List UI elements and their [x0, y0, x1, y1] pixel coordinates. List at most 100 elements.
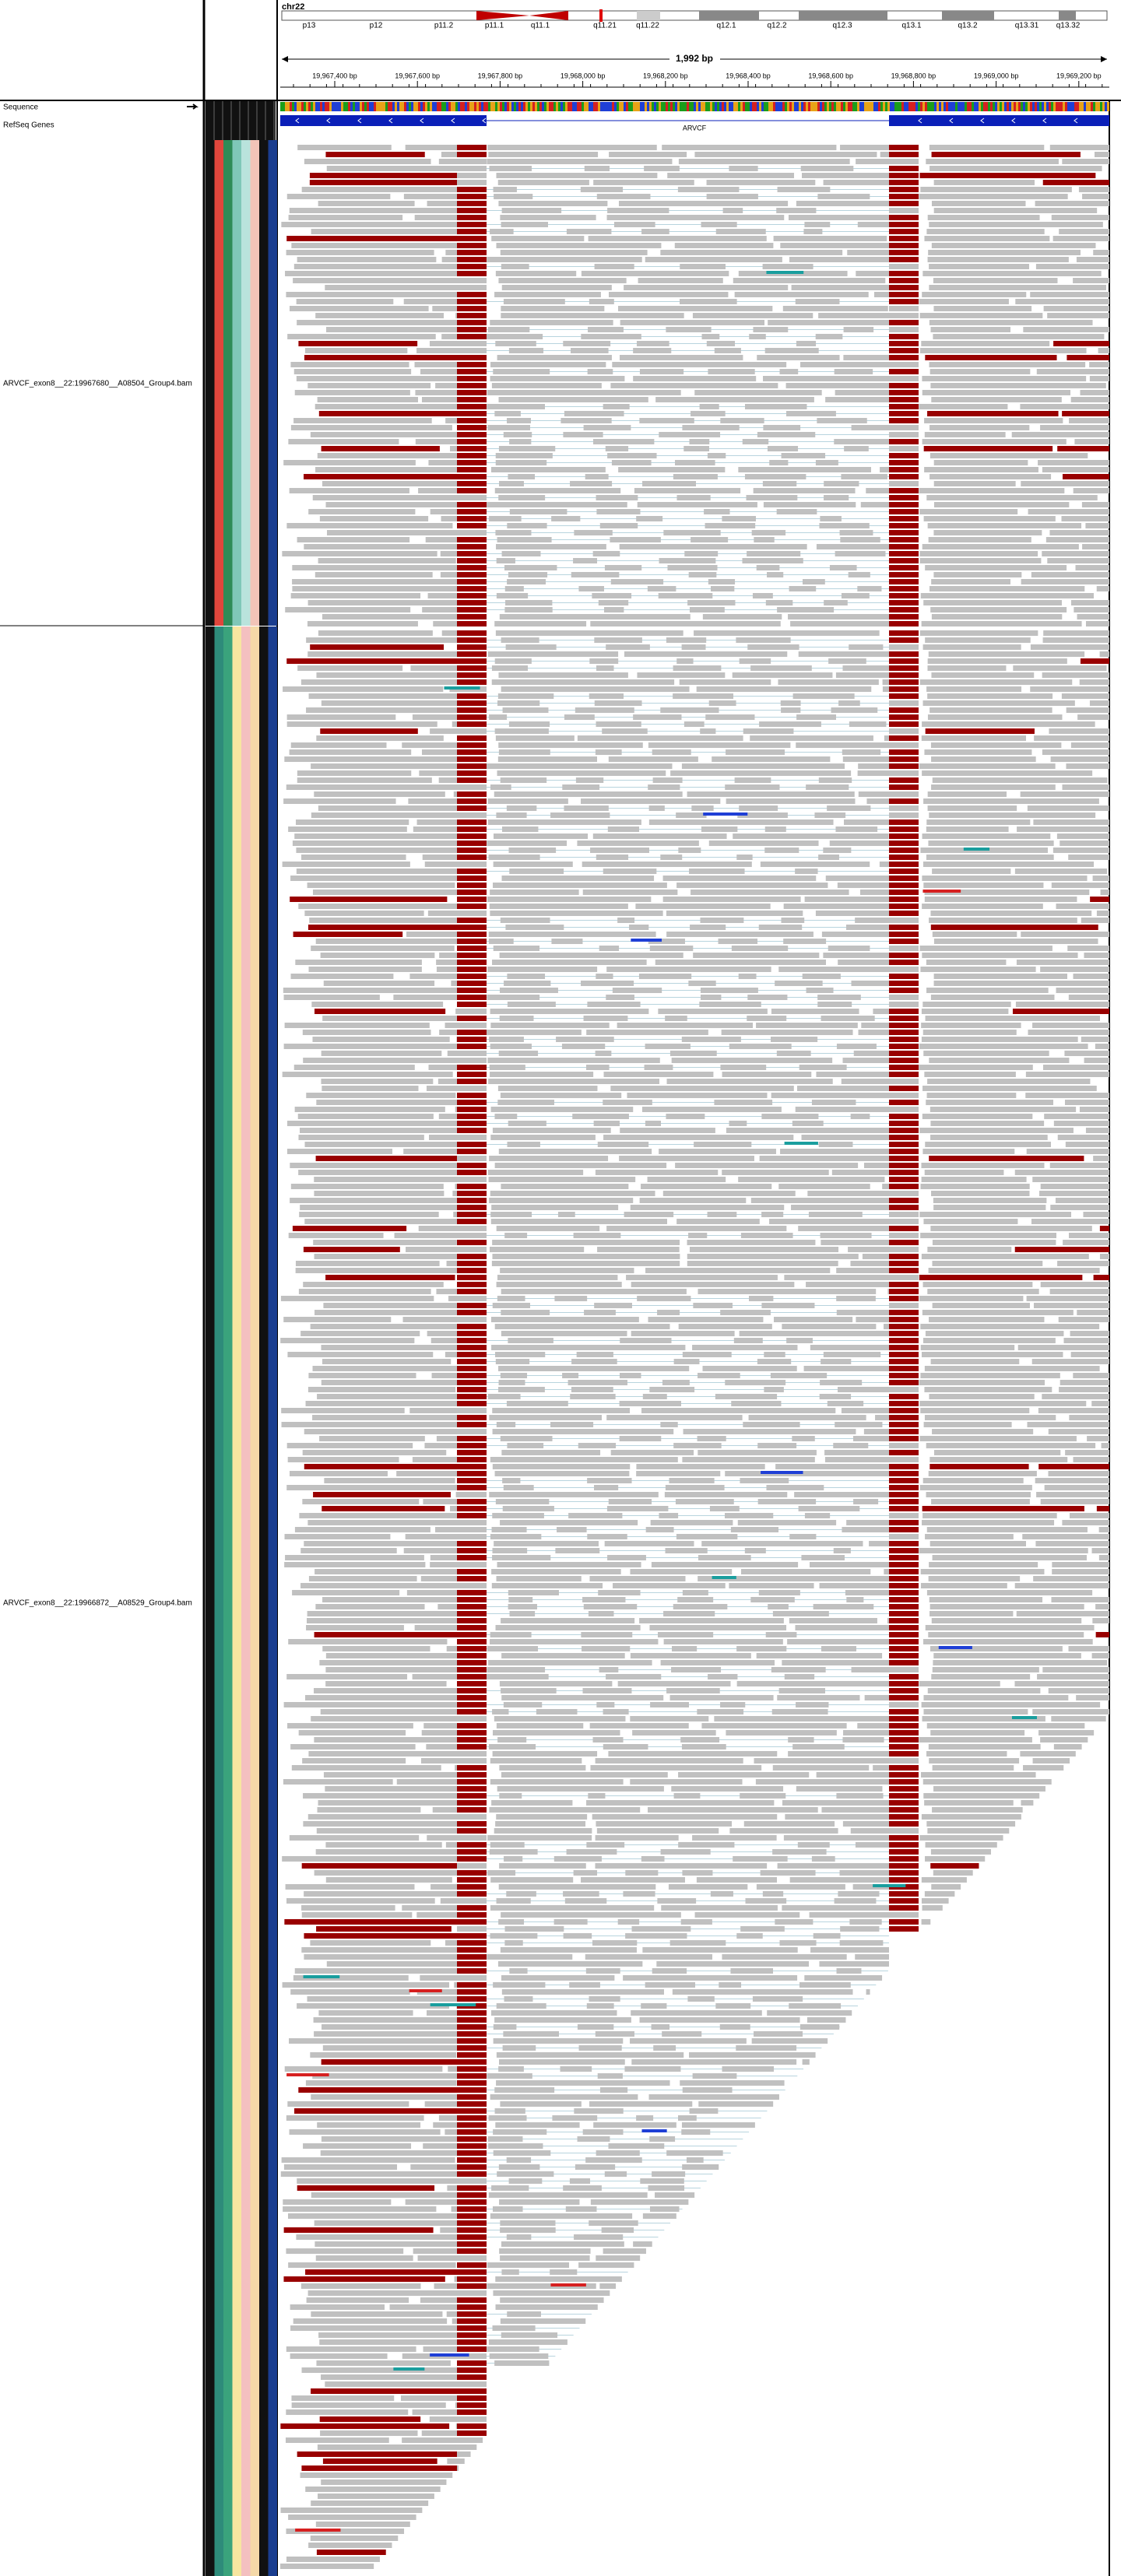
read: [495, 453, 553, 458]
read: [1035, 1541, 1109, 1546]
mismatch-block: [457, 334, 487, 339]
cytoband: [1059, 11, 1076, 20]
track-name[interactable]: RefSeq Genes: [3, 121, 54, 130]
read: [778, 1688, 825, 1693]
sequence-base: [696, 102, 698, 111]
read: [423, 2346, 457, 2352]
splice-junction: [487, 787, 889, 788]
read: [633, 714, 682, 720]
read: [457, 2381, 487, 2387]
read: [922, 904, 1043, 909]
read: [307, 925, 457, 930]
read: [681, 763, 845, 769]
gene-strand: [918, 118, 922, 124]
read: [1052, 1569, 1109, 1574]
read: [595, 1170, 719, 1175]
mismatch-block: [457, 651, 487, 657]
sequence-base: [455, 102, 458, 111]
read: [500, 1436, 553, 1441]
read: [659, 558, 716, 563]
sequence-base: [612, 102, 614, 111]
read: [834, 439, 889, 444]
read: [422, 855, 457, 860]
sequence-base: [460, 102, 462, 111]
sequence-base: [437, 102, 439, 111]
track-name[interactable]: ARVCF_exon8__22:19966872__A08529_Group4.…: [3, 1599, 192, 1608]
read: [457, 1058, 487, 1063]
read: [288, 1233, 384, 1238]
read: [889, 1912, 919, 1918]
read: [804, 1513, 831, 1518]
read: [919, 313, 1043, 318]
read: [925, 1534, 1014, 1539]
read: [323, 1303, 457, 1308]
mismatch-block: [889, 453, 919, 458]
read: [447, 1051, 457, 1056]
read: [596, 509, 641, 514]
read: [663, 530, 721, 535]
read: [304, 1464, 457, 1469]
read: [490, 1457, 678, 1462]
sequence-base: [315, 102, 318, 111]
read: [632, 1730, 716, 1735]
read: [652, 777, 683, 783]
mismatch-block: [457, 355, 487, 360]
mismatch-block: [457, 1401, 487, 1406]
mismatch-block: [457, 1282, 487, 1287]
mismatch-block: [457, 1884, 487, 1890]
mismatch-block: [457, 1450, 487, 1455]
sequence-base: [1004, 102, 1007, 111]
read: [457, 1758, 487, 1764]
read: [488, 932, 656, 937]
sequence-base: [890, 102, 892, 111]
read: [310, 1940, 431, 1946]
sequence-base: [334, 102, 336, 111]
read: [297, 777, 432, 783]
read: [488, 855, 540, 860]
read: [648, 819, 834, 825]
read: [589, 693, 624, 699]
sequence-base: [292, 102, 294, 111]
read: [608, 1751, 778, 1757]
sequence-base: [892, 102, 894, 111]
mismatch-block: [457, 1856, 487, 1862]
mismatch-block: [457, 1989, 487, 1995]
sequence-base: [418, 102, 420, 111]
read: [457, 1086, 487, 1091]
read: [673, 693, 734, 699]
splice-junction: [487, 871, 889, 872]
read: [692, 1835, 777, 1841]
sequence-base: [617, 102, 619, 111]
read: [298, 1730, 406, 1735]
read: [689, 869, 745, 874]
mismatch-block: [889, 1562, 919, 1567]
read: [1036, 1492, 1109, 1497]
track-name[interactable]: Sequence: [3, 104, 38, 112]
sequence-base: [951, 102, 953, 111]
mismatch-block: [889, 355, 919, 360]
read: [1050, 1205, 1109, 1210]
read: [919, 1401, 1087, 1406]
read: [722, 516, 756, 521]
read: [571, 572, 620, 577]
read: [410, 2164, 457, 2170]
sequence-base: [341, 102, 343, 111]
read: [680, 2080, 785, 2086]
read: [508, 1597, 533, 1602]
mismatch-block: [889, 285, 919, 290]
read: [286, 292, 457, 297]
read: [889, 812, 919, 818]
mismatch-block: [889, 1779, 919, 1785]
read: [498, 1149, 652, 1154]
mismatch-block: [889, 593, 919, 598]
read: [681, 2129, 711, 2135]
read: [787, 1639, 889, 1644]
read: [641, 1408, 836, 1413]
sequence-base: [880, 102, 883, 111]
read: [734, 292, 869, 297]
track-name[interactable]: ARVCF_exon8__22:19967680__A08504_Group4.…: [3, 380, 192, 388]
read: [662, 1191, 796, 1196]
read: [282, 862, 410, 867]
read: [678, 2115, 697, 2121]
read: [691, 805, 714, 811]
